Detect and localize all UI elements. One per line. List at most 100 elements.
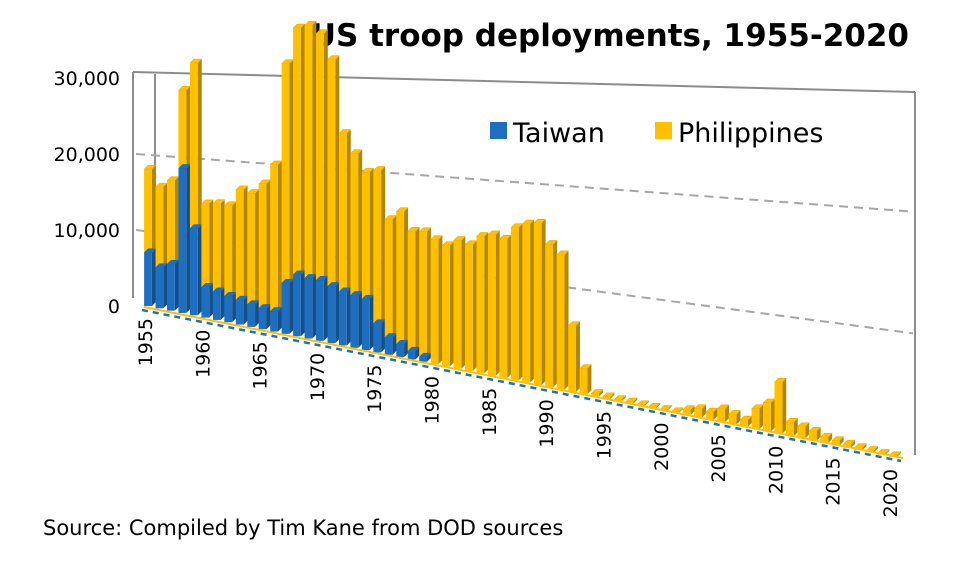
philippines-bar-side (220, 199, 225, 292)
philippines-bar (796, 422, 810, 439)
philippines-bar (819, 432, 833, 444)
philippines-bar-side (174, 176, 179, 265)
x-tick-label: 1965 (250, 341, 272, 389)
philippines-bar (705, 407, 719, 420)
taiwan-bar-side (197, 224, 202, 316)
taiwan-bar (372, 319, 386, 353)
x-tick-label: 1970 (307, 353, 329, 401)
taiwan-bar (246, 300, 260, 327)
philippines-bar (452, 236, 466, 369)
y-tick-label: 10,000 (54, 220, 120, 242)
legend-label: Taiwan (512, 118, 605, 149)
philippines-bar-top (624, 397, 638, 403)
taiwan-bar-side (346, 287, 351, 346)
taiwan-bar-side (266, 304, 271, 330)
philippines-bar-side (461, 236, 466, 369)
philippines-bar-side (564, 250, 569, 390)
philippines-bar-side (507, 235, 512, 379)
taiwan-bar-side (381, 319, 386, 353)
philippines-bar (498, 234, 512, 379)
philippines-bar-front (705, 412, 714, 420)
philippines-bar-side (747, 416, 752, 427)
taiwan-bar (223, 292, 237, 323)
philippines-bar-front (682, 409, 691, 416)
taiwan-bar-front (212, 291, 221, 320)
taiwan-bar (269, 307, 283, 332)
x-tick-label: 1985 (479, 388, 501, 436)
philippines-bar-front (247, 193, 256, 305)
x-tick-label: 2010 (765, 446, 787, 494)
philippines-bar (728, 410, 742, 425)
philippines-bar (773, 377, 787, 434)
philippines-bar-front (579, 368, 588, 395)
source-note: Source: Compiled by Tim Kane from DOD so… (43, 516, 564, 540)
philippines-bar-front (258, 183, 267, 309)
philippines-bar-front (487, 234, 496, 376)
philippines-bar-front (235, 189, 244, 301)
philippines-bar (395, 207, 409, 345)
taiwan-bar-side (277, 307, 282, 332)
philippines-bar-front (453, 240, 462, 369)
philippines-bar-front (419, 231, 427, 358)
philippines-bar-side (323, 29, 328, 281)
taiwan-bar-side (151, 248, 156, 306)
philippines-bar-front (763, 402, 771, 432)
taiwan-bar (166, 259, 180, 311)
taiwan-bar (212, 287, 226, 320)
philippines-bar (762, 398, 776, 432)
floor-edge-philippines (143, 306, 904, 459)
philippines-bar-side (335, 55, 340, 287)
x-tick-label: 1955 (135, 318, 157, 366)
taiwan-bar-side (255, 300, 260, 327)
taiwan-bar-side (312, 274, 317, 339)
taiwan-bar-side (289, 279, 294, 334)
taiwan-bar-front (235, 300, 244, 325)
philippines-bar (361, 168, 375, 300)
philippines-bar (235, 185, 249, 301)
philippines-bar-front (167, 180, 175, 265)
philippines-bar-front (717, 408, 725, 423)
philippines-bar-side (736, 410, 741, 425)
philippines-bar-side (151, 165, 156, 253)
taiwan-bar-side (369, 295, 374, 351)
philippines-bar-front (820, 437, 829, 444)
taiwan-bar-front (201, 287, 210, 318)
x-axis: 1955 1960 1965 1970 1975 1980 1985 1990 1995 2000… (135, 318, 902, 517)
taiwan-bar (177, 164, 191, 313)
philippines-bar-front (189, 63, 198, 229)
x-tick-label: 1975 (364, 364, 386, 412)
philippines-bar-side (346, 129, 351, 292)
philippines-bar-front (591, 393, 599, 397)
x-tick-label: 2000 (651, 423, 673, 471)
philippines-bar (579, 364, 593, 395)
philippines-bar-front (407, 231, 416, 352)
philippines-bar (315, 29, 329, 281)
philippines-bar (831, 436, 845, 446)
x-tick-label: 2015 (823, 457, 845, 505)
philippines-bar (510, 223, 524, 381)
philippines-bar-side (598, 389, 603, 397)
philippines-bar (521, 219, 535, 383)
legend: Taiwan Philippines (490, 118, 823, 149)
taiwan-bar (326, 282, 340, 344)
philippines-bar (682, 405, 696, 416)
philippines-bar (590, 389, 604, 397)
philippines-bar-side (312, 21, 317, 279)
philippines-bar (544, 240, 558, 388)
taiwan-bar-side (163, 263, 168, 309)
taiwan-bar-front (338, 291, 347, 346)
philippines-bar (154, 182, 168, 268)
taiwan-bar (395, 340, 409, 358)
philippines-bar-side (518, 223, 523, 381)
y-axis: 0 10,000 20,000 30,000 (54, 68, 120, 318)
philippines-bar-front (797, 426, 806, 439)
taiwan-bar-side (174, 260, 179, 311)
bars (143, 20, 902, 457)
philippines-bar-top (647, 402, 661, 408)
philippines-bar-side (793, 418, 798, 437)
x-tick-label: 1995 (593, 411, 615, 459)
philippines-bar-front (442, 245, 450, 367)
taiwan-bar-side (186, 164, 191, 313)
philippines-bar (407, 227, 421, 352)
